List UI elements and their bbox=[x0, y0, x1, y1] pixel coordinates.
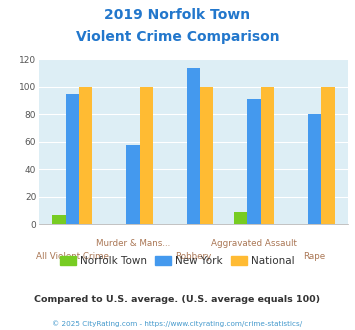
Text: Compared to U.S. average. (U.S. average equals 100): Compared to U.S. average. (U.S. average … bbox=[34, 295, 321, 304]
Bar bbox=[53, 215, 66, 224]
Text: Murder & Mans...: Murder & Mans... bbox=[96, 239, 170, 248]
Text: Violent Crime Comparison: Violent Crime Comparison bbox=[76, 30, 279, 44]
Text: © 2025 CityRating.com - https://www.cityrating.com/crime-statistics/: © 2025 CityRating.com - https://www.city… bbox=[53, 321, 302, 327]
Text: 2019 Norfolk Town: 2019 Norfolk Town bbox=[104, 8, 251, 22]
Bar bbox=[308, 115, 321, 224]
Bar bbox=[200, 87, 213, 224]
Bar bbox=[187, 68, 200, 224]
Bar bbox=[140, 87, 153, 224]
Text: Rape: Rape bbox=[304, 252, 326, 261]
Bar bbox=[261, 87, 274, 224]
Bar bbox=[126, 145, 140, 224]
Text: Robbery: Robbery bbox=[175, 252, 212, 261]
Bar bbox=[247, 99, 261, 224]
Bar bbox=[79, 87, 92, 224]
Bar bbox=[66, 94, 79, 224]
Legend: Norfolk Town, New York, National: Norfolk Town, New York, National bbox=[56, 252, 299, 270]
Bar bbox=[234, 212, 247, 224]
Bar bbox=[321, 87, 334, 224]
Text: All Violent Crime: All Violent Crime bbox=[36, 252, 109, 261]
Text: Aggravated Assault: Aggravated Assault bbox=[211, 239, 297, 248]
